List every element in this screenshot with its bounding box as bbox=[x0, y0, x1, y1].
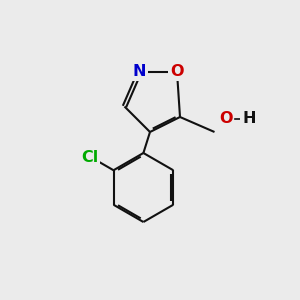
Text: N: N bbox=[133, 64, 146, 80]
Text: Cl: Cl bbox=[81, 150, 99, 165]
Text: O: O bbox=[170, 64, 184, 80]
Text: O: O bbox=[220, 111, 233, 126]
Text: H: H bbox=[242, 111, 256, 126]
